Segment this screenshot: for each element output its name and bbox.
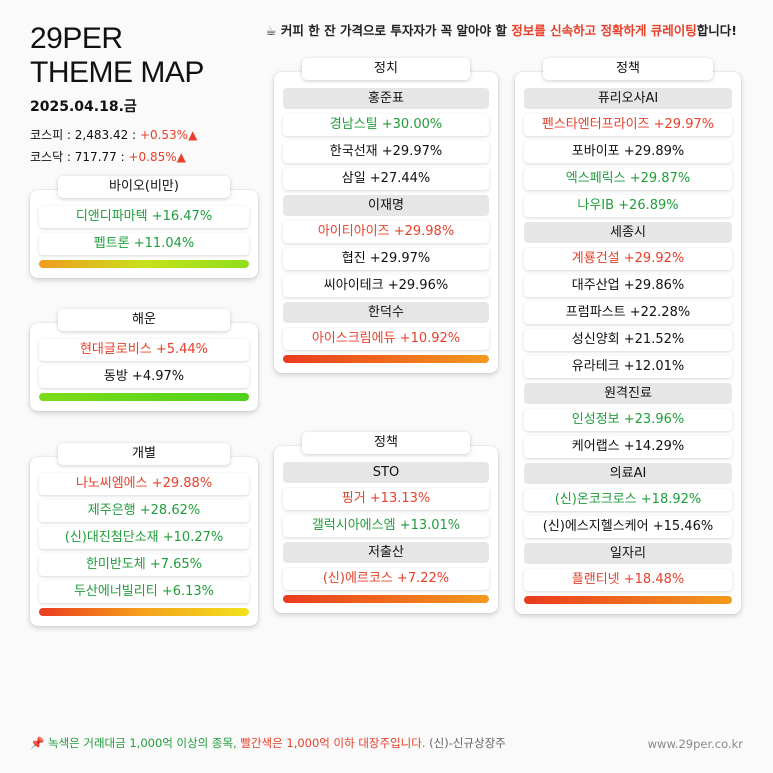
stock-item: 협진 +29.97% (283, 248, 489, 270)
stock-item: 삼일 +27.44% (283, 168, 489, 190)
stock-item: 한미반도체 +7.65% (39, 554, 249, 576)
stock-item: 펩트론 +11.04% (39, 233, 249, 255)
brand-line-2: THEME MAP (30, 56, 204, 89)
subtheme-title: STO (283, 462, 489, 483)
brand-logo: 29PER THEME MAP (30, 22, 204, 90)
stock-item: (신)대진첨단소재 +10.27% (39, 527, 249, 549)
theme-card-individual: 개별 나노씨엠에스 +29.88% 제주은행 +28.62% (신)대진첨단소재… (30, 443, 258, 626)
subtheme-title: 저출산 (283, 542, 489, 563)
subtheme-title: 원격진료 (524, 383, 732, 404)
stock-item: 갤럭시아에스엠 +13.01% (283, 515, 489, 537)
header-notice: ☕ 커피 한 잔 가격으로 투자자가 꼭 알아야 할 정보를 신속하고 정확하게… (265, 20, 737, 39)
stock-item: 펜스타엔터프라이즈 +29.97% (524, 114, 732, 136)
subtheme-title: 퓨리오사AI (524, 88, 732, 109)
kospi-label: 코스피 : 2,483.42 : (30, 128, 140, 142)
kospi-index: 코스피 : 2,483.42 : +0.53%▲ (30, 126, 197, 143)
stock-item: 나노씨엠에스 +29.88% (39, 473, 249, 495)
stock-item: 유라테크 +12.01% (524, 356, 732, 378)
stock-item: 경남스틸 +30.00% (283, 114, 489, 136)
subtheme-title: 홍준표 (283, 88, 489, 109)
stock-item: 제주은행 +28.62% (39, 500, 249, 522)
subtheme-title: 한덕수 (283, 302, 489, 323)
theme-title: 정책 (542, 58, 714, 80)
theme-card-politics: 정치 홍준표 경남스틸 +30.00% 한국선재 +29.97% 삼일 +27.… (274, 58, 498, 373)
stock-item: 대주산업 +29.86% (524, 275, 732, 297)
theme-strength-bar (39, 260, 249, 268)
theme-title: 정책 (301, 432, 471, 454)
stock-item: 성신양회 +21.52% (524, 329, 732, 351)
stock-item: 엑스페릭스 +29.87% (524, 168, 732, 190)
kosdaq-label: 코스닥 : 717.77 : (30, 150, 129, 164)
subtheme-title: 일자리 (524, 543, 732, 564)
stock-item: 현대글로비스 +5.44% (39, 339, 249, 361)
theme-strength-bar (524, 596, 732, 604)
report-date: 2025.04.18.금 (30, 99, 137, 115)
theme-title: 바이오(비만) (57, 176, 231, 198)
kospi-change: +0.53%▲ (139, 128, 198, 142)
theme-strength-bar (39, 608, 249, 616)
kosdaq-index: 코스닥 : 717.77 : +0.85%▲ (30, 148, 186, 165)
stock-item: 아이스크림에듀 +10.92% (283, 328, 489, 350)
notice-suffix: 합니다! (696, 23, 737, 38)
stock-item: 포바이포 +29.89% (524, 141, 732, 163)
subtheme-title: 세종시 (524, 222, 732, 243)
pin-icon: 📌 (30, 736, 45, 750)
legend-red: 빨간색은 1,000억 이하 대장주입니다. (240, 736, 426, 750)
stock-item: 디앤디파마텍 +16.47% (39, 206, 249, 228)
stock-item: (신)에스지헬스케어 +15.46% (524, 516, 732, 538)
legend-green: 녹색은 거래대금 1,000억 이상의 종목, (47, 736, 241, 750)
stock-item: 인성정보 +23.96% (524, 409, 732, 431)
theme-title: 개별 (57, 443, 231, 465)
stock-item: (신)온코크로스 +18.92% (524, 489, 732, 511)
footer-legend: 📌 녹색은 거래대금 1,000억 이상의 종목, 빨간색은 1,000억 이하… (30, 735, 506, 751)
stock-item: 동방 +4.97% (39, 366, 249, 388)
stock-item: 두산에너빌리티 +6.13% (39, 581, 249, 603)
stock-item: 계룡건설 +29.92% (524, 248, 732, 270)
site-url[interactable]: www.29per.co.kr (647, 737, 743, 751)
stock-item: 나우IB +26.89% (524, 195, 732, 217)
subtheme-title: 의료AI (524, 463, 732, 484)
subtheme-title: 이재명 (283, 195, 489, 216)
stock-item: 케어랩스 +14.29% (524, 436, 732, 458)
theme-strength-bar (283, 595, 489, 603)
theme-title: 정치 (301, 58, 471, 80)
theme-card-shipping: 해운 현대글로비스 +5.44% 동방 +4.97% (30, 309, 258, 411)
theme-title: 해운 (57, 309, 231, 331)
theme-card-policy-mid: 정책 STO 핑거 +13.13% 갤럭시아에스엠 +13.01% 저출산 (신… (274, 432, 498, 613)
kosdaq-change: +0.85%▲ (128, 150, 186, 164)
notice-prefix: ☕ 커피 한 잔 가격으로 투자자가 꼭 알아야 할 (265, 23, 512, 38)
brand-line-1: 29PER (30, 22, 123, 55)
stock-item: 플랜티넷 +18.48% (524, 569, 732, 591)
stock-item: 아이티아이즈 +29.98% (283, 221, 489, 243)
stock-item: 핑거 +13.13% (283, 488, 489, 510)
theme-card-bio: 바이오(비만) 디앤디파마텍 +16.47% 펩트론 +11.04% (30, 176, 258, 278)
stock-item: 한국선재 +29.97% (283, 141, 489, 163)
theme-card-policy-right: 정책 퓨리오사AI 펜스타엔터프라이즈 +29.97% 포바이포 +29.89%… (515, 58, 741, 614)
theme-strength-bar (283, 355, 489, 363)
theme-strength-bar (39, 393, 249, 401)
stock-item: (신)에르코스 +7.22% (283, 568, 489, 590)
notice-highlight: 정보를 신속하고 정확하게 큐레이팅 (511, 23, 697, 38)
stock-item: 프럼파스트 +22.28% (524, 302, 732, 324)
stock-item: 씨아이테크 +29.96% (283, 275, 489, 297)
legend-new-listing: (신)-신규상장주 (425, 736, 506, 750)
